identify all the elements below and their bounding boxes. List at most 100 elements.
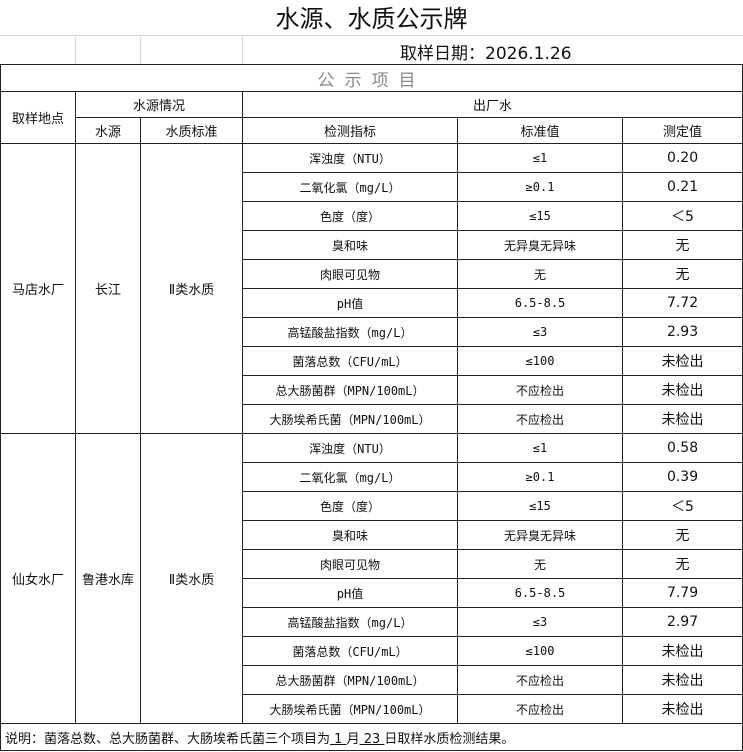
- gridline: [140, 35, 141, 64]
- indicator-name: 色度（度）: [242, 491, 458, 521]
- indicator-name: 大肠埃希氏菌（MPN/100mL）: [242, 404, 458, 434]
- measured-value: 无: [621, 259, 743, 289]
- standard-value: 6.5-8.5: [457, 578, 623, 608]
- measured-value: 未检出: [621, 665, 743, 695]
- indicator-name: 总大肠菌群（MPN/100mL）: [242, 665, 458, 695]
- measured-value: 0.58: [621, 433, 743, 463]
- indicator-name: 肉眼可见物: [242, 549, 458, 579]
- sampling-date: 取样日期：2026.1.26: [400, 44, 572, 64]
- indicator-name: 色度（度）: [242, 201, 458, 231]
- measured-value: ＜5: [621, 201, 743, 231]
- header-indicator: 检测指标: [242, 117, 458, 144]
- water-source: 长江: [75, 143, 141, 434]
- note-day-value: 23: [363, 731, 381, 747]
- header-source-standard: 水质标准: [140, 117, 243, 144]
- indicator-name: 高锰酸盐指数（mg/L）: [242, 607, 458, 637]
- measured-value: 7.79: [621, 578, 743, 608]
- header-source: 水源: [75, 117, 141, 144]
- standard-value: 不应检出: [457, 404, 623, 434]
- indicator-name: pH值: [242, 288, 458, 318]
- measured-value: 2.93: [621, 317, 743, 347]
- standard-value: ≥0.1: [457, 172, 623, 202]
- standard-value: ≤3: [457, 317, 623, 347]
- header-source-group: 水源情况: [75, 91, 243, 118]
- standard-value: ≤100: [457, 636, 623, 666]
- measured-value: 未检出: [621, 694, 743, 724]
- note-day: 23: [360, 732, 385, 747]
- standard-value: ≤15: [457, 201, 623, 231]
- header-measured-value: 测定值: [621, 117, 743, 144]
- indicator-name: 二氧化氯（mg/L）: [242, 172, 458, 202]
- standard-value: 无异臭无异味: [457, 520, 623, 550]
- standard-value: ≤100: [457, 346, 623, 376]
- standard-value: 无: [457, 259, 623, 289]
- indicator-name: 大肠埃希氏菌（MPN/100mL）: [242, 694, 458, 724]
- indicator-name: 菌落总数（CFU/mL）: [242, 346, 458, 376]
- measured-value: 无: [621, 230, 743, 260]
- measured-value: 未检出: [621, 636, 743, 666]
- table-row: 大肠埃希氏菌（MPN/100mL） 不应检出 未检出: [1, 404, 743, 434]
- indicator-name: 浑浊度（NTU）: [242, 433, 458, 463]
- gridline: [242, 35, 243, 64]
- table-row: 高锰酸盐指数（mg/L） ≤3 2.93: [1, 317, 743, 347]
- measured-value: 0.21: [621, 172, 743, 202]
- measured-value: 未检出: [621, 404, 743, 434]
- band-title: 公示项目: [0, 64, 743, 92]
- plant-name: 马店水厂: [0, 143, 76, 434]
- table-row: 二氧化氯（mg/L） ≥0.1 0.21: [1, 172, 743, 202]
- table-row: 二氧化氯（mg/L） ≥0.1 0.39: [1, 462, 743, 492]
- standard-value: ≥0.1: [457, 462, 623, 492]
- measured-value: 7.72: [621, 288, 743, 318]
- table-row: 肉眼可见物无无: [1, 259, 743, 289]
- page-title: 水源、水质公示牌: [0, 0, 743, 36]
- note-month: 1: [330, 732, 347, 747]
- table-row: 总大肠菌群（MPN/100mL） 不应检出 未检出: [1, 375, 743, 405]
- plant-name: 仙女水厂: [0, 433, 76, 724]
- table-row: 臭和味 无异臭无异味无: [1, 230, 743, 260]
- table-row: 菌落总数（CFU/mL） ≤100 未检出: [1, 636, 743, 666]
- indicator-name: 浑浊度（NTU）: [242, 143, 458, 173]
- measured-value: 未检出: [621, 346, 743, 376]
- standard-value: 不应检出: [457, 375, 623, 405]
- standard-value: 无: [457, 549, 623, 579]
- standard-value: 6.5-8.5: [457, 288, 623, 318]
- header-location: 取样地点: [0, 91, 76, 144]
- standard-value: 无异臭无异味: [457, 230, 623, 260]
- source-standard: Ⅱ类水质: [140, 433, 243, 724]
- source-standard: Ⅱ类水质: [140, 143, 243, 434]
- table-row: 高锰酸盐指数（mg/L） ≤3 2.97: [1, 607, 743, 637]
- water-quality-table: 公示项目 取样地点 水源情况 出厂水 水源 水质标准 检测指标 标准值 测定值 …: [0, 64, 743, 751]
- standard-value: ≤1: [457, 433, 623, 463]
- indicator-name: 臭和味: [242, 230, 458, 260]
- table-row: 大肠埃希氏菌（MPN/100mL） 不应检出 未检出: [1, 694, 743, 724]
- note-suffix: 日取样水质检测结果。: [384, 731, 515, 747]
- gridline: [75, 35, 76, 64]
- table-row: 菌落总数（CFU/mL） ≤100 未检出: [1, 346, 743, 376]
- table-row: 马店水厂 长江 Ⅱ类水质 浑浊度（NTU） ≤1 0.20: [0, 143, 743, 434]
- measured-value: 0.20: [621, 143, 743, 173]
- standard-value: 不应检出: [457, 694, 623, 724]
- header-standard-value: 标准值: [457, 117, 623, 144]
- indicator-name: 高锰酸盐指数（mg/L）: [242, 317, 458, 347]
- indicator-name: 二氧化氯（mg/L）: [242, 462, 458, 492]
- standard-value: 不应检出: [457, 665, 623, 695]
- measured-value: ＜5: [621, 491, 743, 521]
- header-outlet-group: 出厂水: [241, 91, 743, 118]
- indicator-name: 臭和味: [242, 520, 458, 550]
- measured-value: 2.97: [621, 607, 743, 637]
- table-row: 色度（度） ≤15 ＜5: [1, 201, 743, 231]
- table-row: pH值 6.5-8.5 7.72: [1, 288, 743, 318]
- indicator-name: 菌落总数（CFU/mL）: [242, 636, 458, 666]
- standard-value: ≤3: [457, 607, 623, 637]
- measured-value: 无: [621, 520, 743, 550]
- measured-value: 0.39: [621, 462, 743, 492]
- standard-value: ≤15: [457, 491, 623, 521]
- note-prefix: 说明：菌落总数、总大肠菌群、大肠埃希氏菌三个项目为: [5, 731, 331, 747]
- indicator-name: 肉眼可见物: [242, 259, 458, 289]
- water-source: 鲁港水库: [75, 433, 141, 724]
- measured-value: 未检出: [621, 375, 743, 405]
- note-month-value: 1: [334, 731, 343, 747]
- note: 说明：菌落总数、总大肠菌群、大肠埃希氏菌三个项目为 1 月 23 日取样水质检测…: [0, 723, 743, 751]
- table-row: 色度（度） ≤15 ＜5: [1, 491, 743, 521]
- note-month-label: 月: [346, 731, 360, 747]
